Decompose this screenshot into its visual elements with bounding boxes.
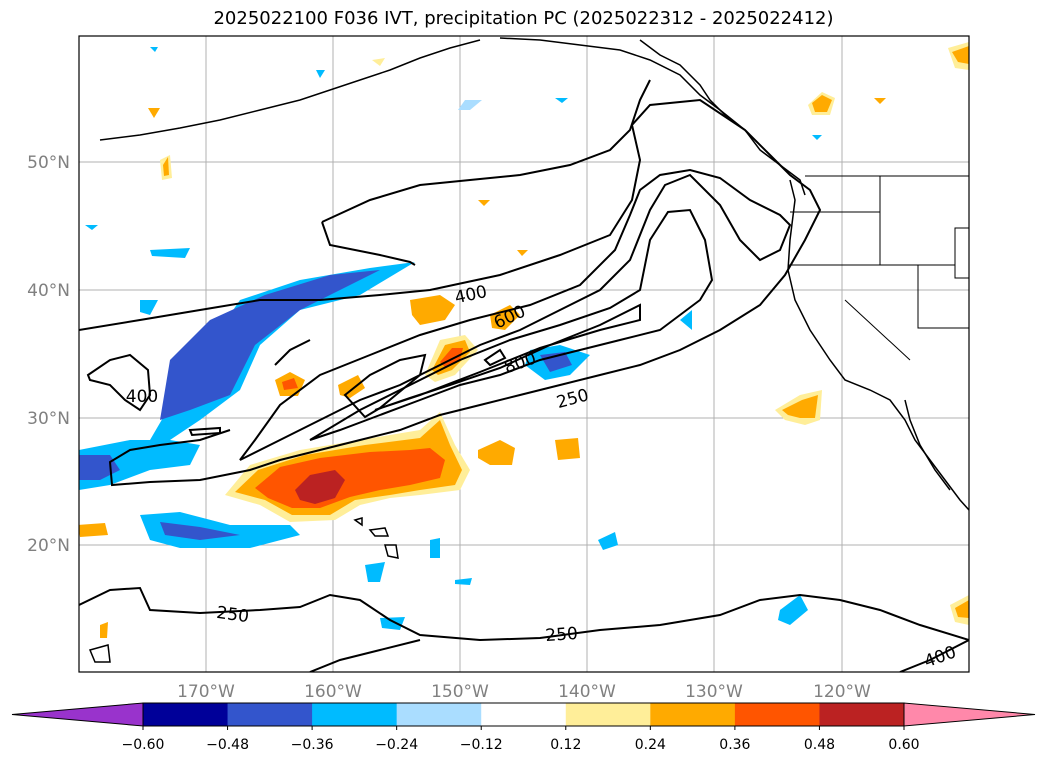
lon-label-140w: 140°W <box>558 682 616 702</box>
colorbar-tick-label: −0.36 <box>291 737 334 753</box>
lat-label-20n: 20°N <box>27 536 70 556</box>
colorbar-segment <box>312 703 398 726</box>
ivt-contours <box>79 79 969 672</box>
coastlines <box>88 37 969 663</box>
map-title: 2025022100 F036 IVT, precipitation PC (2… <box>213 8 834 29</box>
contour-label-250-southwest: 250 <box>215 603 250 627</box>
lat-label-30n: 30°N <box>27 409 70 429</box>
colorbar-tick-label: −0.48 <box>206 737 249 753</box>
colorbar-tick-label: 0.12 <box>550 737 581 753</box>
lon-label-130w: 130°W <box>685 682 743 702</box>
colorbar: −0.60 −0.48 −0.36 −0.24 −0.12 0.12 0.24 0.36 0.4… <box>11 702 1036 753</box>
contour-label-400-west: 400 <box>126 387 158 407</box>
colorbar-segment <box>396 703 482 726</box>
colorbar-segment <box>565 703 651 726</box>
contour-label-250-south: 250 <box>545 624 579 646</box>
lon-label-160w: 160°W <box>304 682 362 702</box>
colorbar-extension-max <box>903 702 1036 727</box>
colorbar-border <box>142 702 905 727</box>
lon-label-120w: 120°W <box>813 682 871 702</box>
lon-label-170w: 170°W <box>177 682 235 702</box>
map-frame <box>78 35 970 673</box>
lat-label-40n: 40°N <box>27 281 70 301</box>
colorbar-segment <box>650 703 736 726</box>
state-borders <box>788 175 969 361</box>
colorbar-tick-label: 0.36 <box>719 737 750 753</box>
colorbar-tick-label: −0.60 <box>122 737 165 753</box>
colorbar-tick-label: 0.60 <box>888 737 919 753</box>
lon-label-150w: 150°W <box>431 682 489 702</box>
colorbar-tick-label: 0.48 <box>804 737 835 753</box>
colorbar-segment <box>143 703 229 726</box>
colorbar-tick-label: 0.24 <box>635 737 666 753</box>
colorbar-segment <box>481 703 567 726</box>
lon-labels: 170°W 160°W 150°W 140°W 130°W 120°W <box>177 682 871 702</box>
colorbar-tick-label: −0.12 <box>460 737 503 753</box>
lat-labels: 50°N 40°N 30°N 20°N <box>27 153 70 556</box>
colorbar-segment <box>734 703 820 726</box>
lat-label-50n: 50°N <box>27 153 70 173</box>
colorbar-segment <box>227 703 313 726</box>
colorbar-segment <box>819 703 905 726</box>
colorbar-extension-min <box>11 702 144 727</box>
colorbar-tick-label: −0.24 <box>375 737 418 753</box>
